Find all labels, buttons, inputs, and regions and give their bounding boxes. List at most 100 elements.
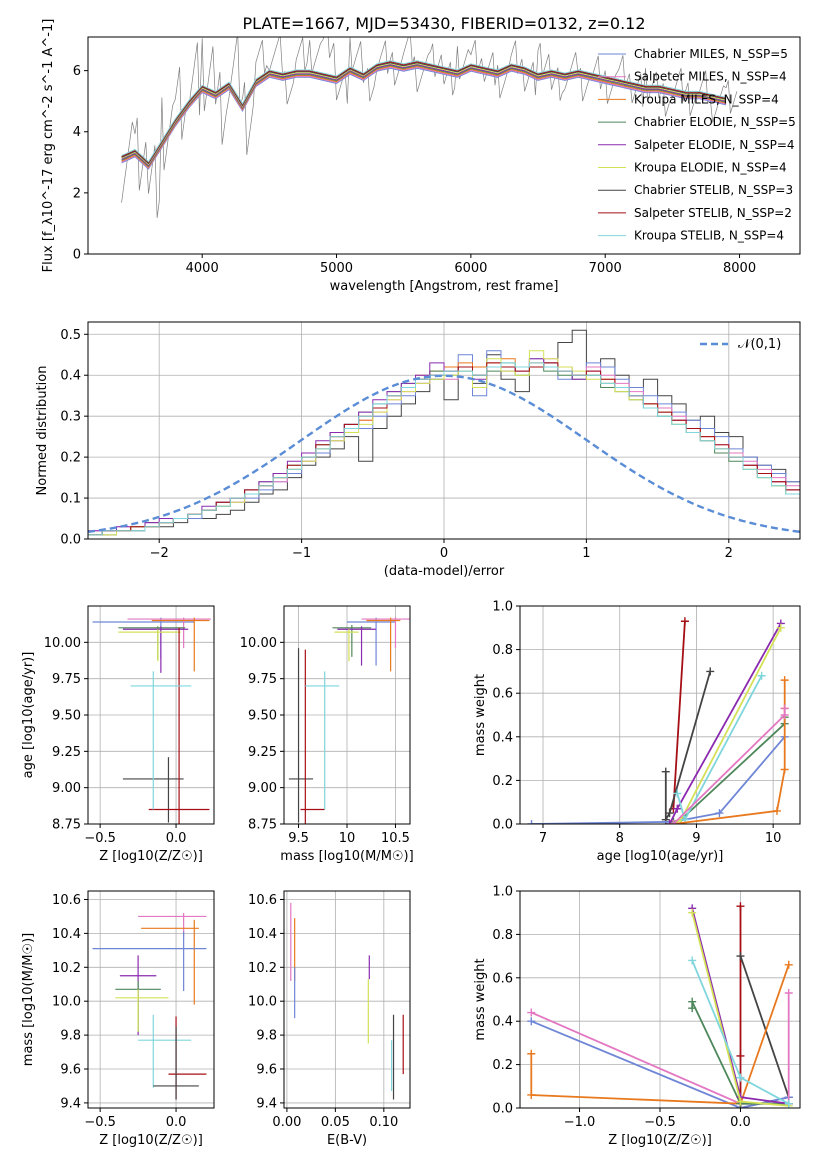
age-vs-mass-marks bbox=[288, 617, 410, 824]
y-tick-label: 0.4 bbox=[492, 1015, 513, 1030]
plot-layer: Chabrier MILES, N_SSP=5 Salpeter MILES, N… bbox=[21, 19, 801, 1148]
y-tick-label: 0.2 bbox=[492, 1058, 513, 1073]
weight-marker bbox=[736, 952, 745, 961]
spectrum-model-line bbox=[121, 65, 727, 168]
y-tick-label: 9.8 bbox=[60, 1029, 81, 1044]
y-tick-label: 10.2 bbox=[248, 961, 277, 976]
y-tick-label: 9.4 bbox=[256, 1096, 277, 1111]
y-tick-label: 0.6 bbox=[492, 687, 513, 702]
weight-marker bbox=[669, 820, 678, 824]
mass-weight-vs-age-frame bbox=[519, 605, 801, 825]
y-axis-label: mass [log10(M/M☉)] bbox=[21, 933, 36, 1066]
y-tick-label: 10.00 bbox=[240, 636, 277, 651]
normal-curve bbox=[88, 374, 800, 533]
y-tick-label: 10.2 bbox=[52, 961, 81, 976]
y-tick-label: 1.0 bbox=[492, 885, 513, 900]
residual-histogram bbox=[88, 329, 800, 539]
y-axis-label: Normed distribution bbox=[35, 366, 50, 496]
weight-marker bbox=[784, 960, 793, 969]
y-axis-label: Flux [f_λ10^-17 erg cm^-2 s^-1 A^-1] bbox=[41, 19, 56, 273]
y-tick-label: 9.50 bbox=[248, 709, 277, 724]
weight-line bbox=[672, 621, 686, 809]
weight-marker bbox=[673, 789, 682, 798]
weight-marker bbox=[772, 806, 781, 815]
age-vs-Z-marks bbox=[92, 617, 211, 824]
weight-marker bbox=[527, 1017, 536, 1026]
mass-vs-EBV-frame bbox=[283, 890, 411, 1109]
y-tick-label: 0.1 bbox=[60, 492, 81, 507]
x-tick-label: 10 bbox=[765, 831, 782, 846]
y-tick-label: 10.4 bbox=[52, 927, 81, 942]
y-tick-label: 0.0 bbox=[492, 818, 513, 833]
x-tick-label: −0.5 bbox=[644, 1115, 676, 1130]
x-tick-label: 0.0 bbox=[166, 1115, 187, 1130]
legend-entry: Chabrier ELODIE, N_SSP=5 bbox=[634, 115, 796, 129]
y-tick-label: 10.0 bbox=[52, 995, 81, 1010]
spectrum-model-line bbox=[121, 67, 727, 170]
x-tick-label: 10 bbox=[339, 831, 356, 846]
x-tick-label: 1 bbox=[582, 546, 590, 561]
y-tick-label: 8.75 bbox=[248, 818, 277, 833]
x-tick-label: 5000 bbox=[320, 261, 353, 276]
weight-marker bbox=[780, 676, 789, 685]
age-vs-Z-panel bbox=[84, 605, 215, 828]
y-tick-label: 0.0 bbox=[492, 1102, 513, 1117]
legend-entry: Kroupa ELODIE, N_SSP=4 bbox=[634, 161, 787, 175]
legend-entry: Chabrier MILES, N_SSP=5 bbox=[634, 47, 788, 61]
x-tick-label: 8 bbox=[616, 831, 624, 846]
weight-marker bbox=[784, 988, 793, 997]
y-tick-label: 2 bbox=[73, 186, 81, 201]
spectrum-model-line bbox=[121, 60, 727, 163]
age-vs-mass-panel bbox=[280, 605, 411, 828]
weight-marker bbox=[776, 623, 785, 632]
y-tick-label: 1.0 bbox=[492, 600, 513, 615]
legend-entry: 𝒩(0,1) bbox=[738, 337, 781, 352]
spectrum-model-line bbox=[121, 63, 727, 167]
y-tick-label: 0.8 bbox=[492, 928, 513, 943]
x-tick-label: 2 bbox=[725, 546, 733, 561]
x-tick-label: 7 bbox=[539, 831, 547, 846]
y-tick-label: 9.00 bbox=[52, 781, 81, 796]
x-tick-label: 9.5 bbox=[288, 831, 309, 846]
weight-marker bbox=[736, 902, 745, 911]
x-tick-label: 0.05 bbox=[321, 1115, 350, 1130]
residuals-panel bbox=[84, 321, 801, 543]
y-axis-label: age [log10(age/yr)] bbox=[21, 652, 36, 779]
x-axis-label: Z [log10(Z/Z☉)] bbox=[99, 1133, 203, 1148]
weight-line bbox=[531, 736, 786, 824]
y-tick-label: 9.25 bbox=[52, 745, 81, 760]
weight-marker bbox=[665, 820, 674, 824]
spectrum-model-line bbox=[121, 62, 727, 165]
x-tick-label: 0.10 bbox=[369, 1115, 398, 1130]
x-tick-label: 6000 bbox=[454, 261, 487, 276]
weight-marker bbox=[736, 1073, 745, 1082]
y-tick-label: 0.4 bbox=[492, 730, 513, 745]
spectrum-model-line bbox=[121, 64, 727, 168]
y-tick-label: 9.6 bbox=[60, 1063, 81, 1078]
weight-marker bbox=[527, 1090, 536, 1099]
x-tick-label: 4000 bbox=[186, 261, 219, 276]
weight-marker bbox=[736, 1051, 745, 1060]
y-tick-label: 0.3 bbox=[60, 410, 81, 425]
spectrum-data-line bbox=[121, 37, 738, 218]
y-tick-label: 0.4 bbox=[60, 369, 81, 384]
weight-marker bbox=[715, 809, 724, 818]
x-tick-label: −0.5 bbox=[84, 831, 116, 846]
x-tick-label: 0.00 bbox=[272, 1115, 301, 1130]
y-tick-label: 8.75 bbox=[52, 818, 81, 833]
x-axis-label: Z [log10(Z/Z☉)] bbox=[608, 1133, 712, 1148]
y-tick-label: 4 bbox=[73, 125, 81, 140]
legend-entry: Chabrier STELIB, N_SSP=3 bbox=[634, 183, 793, 197]
weight-marker bbox=[780, 765, 789, 774]
legend-entry: Salpeter ELODIE, N_SSP=4 bbox=[634, 138, 795, 152]
y-tick-label: 0.2 bbox=[492, 774, 513, 789]
spectrum-marks bbox=[121, 37, 738, 218]
y-tick-label: 6 bbox=[73, 64, 81, 79]
y-tick-label: 0.2 bbox=[60, 451, 81, 466]
weight-marker bbox=[784, 1099, 793, 1108]
mass-vs-EBV-marks bbox=[290, 902, 404, 1100]
residuals-marks bbox=[88, 329, 800, 539]
y-tick-label: 10.00 bbox=[44, 636, 81, 651]
weight-marker bbox=[680, 617, 689, 626]
